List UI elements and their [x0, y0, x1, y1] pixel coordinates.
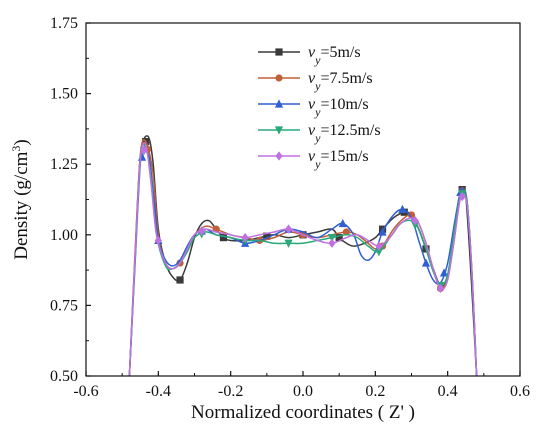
legend-value: =15m/s	[320, 148, 368, 165]
axes-layer: -0.6 -0.4 -0.2 0.0 0.2 0.4 0.6 0.50 0.75 1.00 1.25…	[50, 15, 530, 400]
series-marker	[439, 268, 449, 277]
series-marker	[374, 248, 384, 257]
legend-value: =5m/s	[320, 44, 360, 61]
y-tick-label: 1.50	[50, 86, 78, 103]
series-marker	[327, 234, 337, 243]
legend-label: vy=7.5m/s	[308, 70, 373, 93]
legend: vy=5m/svy=7.5m/svy=10m/svy=12.5m/svy=15m…	[258, 44, 381, 171]
y-tick-label: 0.50	[50, 368, 78, 385]
series-marker	[328, 238, 336, 248]
series-marker	[137, 152, 147, 161]
series-marker	[154, 235, 162, 246]
series-line	[128, 141, 478, 376]
series-marker	[342, 228, 350, 236]
series-5	[128, 141, 478, 376]
series-marker	[378, 227, 387, 236]
series-marker	[140, 145, 148, 155]
series-marker	[198, 226, 206, 236]
legend-sub: y	[314, 53, 321, 67]
legend-item: vy=12.5m/s	[258, 122, 381, 145]
legend-item: vy=7.5m/s	[258, 70, 373, 93]
series-marker	[176, 276, 184, 284]
legend-item: vy=10m/s	[258, 96, 369, 119]
legend-var: v	[308, 148, 316, 165]
series-1	[128, 135, 478, 376]
series-marker	[411, 216, 419, 226]
series-marker	[241, 233, 249, 243]
series-marker	[284, 224, 293, 234]
legend-sub: y	[314, 79, 321, 93]
legend-swatch-marker	[275, 48, 283, 56]
series-marker	[284, 239, 293, 248]
series-marker	[421, 258, 431, 267]
legend-var: v	[308, 44, 316, 61]
legend-var: v	[308, 122, 316, 139]
legend-var: v	[308, 70, 316, 87]
legend-sub: y	[314, 105, 321, 119]
series-marker	[458, 192, 466, 202]
legend-sub: y	[314, 131, 321, 145]
series-marker	[436, 283, 445, 294]
legend-swatch-marker	[275, 74, 283, 82]
plot-frame	[85, 22, 521, 377]
series-marker	[375, 241, 383, 251]
legend-label: vy=10m/s	[308, 96, 369, 119]
x-tick-label: 0.4	[438, 383, 458, 400]
legend-label: vy=5m/s	[308, 44, 361, 67]
y-tick-label: 0.75	[50, 297, 78, 314]
y-axis-title-main: Density (g/cm	[11, 151, 32, 259]
series-marker	[335, 234, 343, 242]
x-tick-label: -0.6	[73, 383, 98, 400]
x-axis-title: Normalized coordinates ( Z' )	[191, 402, 415, 423]
y-tick-label: 1.00	[50, 227, 78, 244]
series-marker	[219, 234, 228, 242]
series-marker	[263, 232, 271, 240]
legend-swatch-marker	[274, 99, 284, 108]
series-marker	[411, 221, 420, 230]
y-axis-title-sup: 3	[9, 146, 23, 152]
legend-value: =7.5m/s	[320, 70, 372, 87]
legend-item: vy=5m/s	[258, 44, 361, 67]
x-tick-label: -0.2	[218, 383, 243, 400]
y-axis-title: Density (g/cm3)	[9, 139, 32, 260]
x-tick-label: 0.0	[293, 383, 313, 400]
legend-swatch-marker	[274, 126, 284, 135]
x-tick-label: 0.6	[510, 383, 530, 400]
legend-swatch-marker	[275, 151, 283, 161]
legend-label: vy=12.5m/s	[308, 122, 381, 145]
y-axis-title-end: )	[11, 139, 32, 145]
series-line	[128, 135, 478, 376]
legend-item: vy=15m/s	[258, 148, 369, 171]
series-marker	[398, 204, 407, 213]
y-tick-label: 1.75	[50, 15, 78, 32]
series-marker	[338, 218, 347, 228]
legend-var: v	[308, 96, 316, 113]
legend-value: =10m/s	[320, 96, 368, 113]
plot-layer	[128, 135, 478, 376]
y-tick-label: 1.25	[50, 156, 78, 173]
x-tick-label: 0.2	[365, 383, 385, 400]
legend-label: vy=15m/s	[308, 148, 369, 171]
legend-sub: y	[314, 157, 321, 171]
series-marker	[407, 211, 416, 219]
legend-value: =12.5m/s	[320, 122, 380, 139]
x-tick-label: -0.4	[146, 383, 171, 400]
